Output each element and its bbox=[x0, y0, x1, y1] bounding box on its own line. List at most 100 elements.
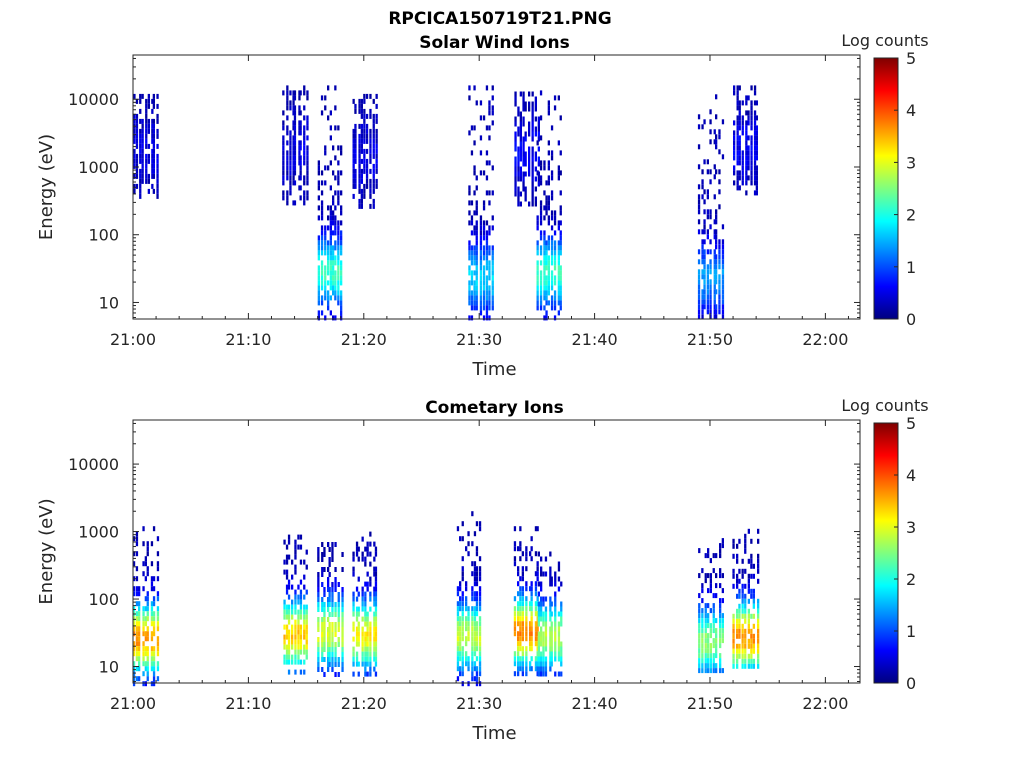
heatmap-cell bbox=[305, 639, 308, 645]
heatmap-cell bbox=[329, 210, 332, 216]
heatmap-cell bbox=[744, 633, 747, 639]
heatmap-cell bbox=[550, 125, 554, 131]
heatmap-cell bbox=[352, 646, 355, 652]
heatmap-cell bbox=[317, 275, 320, 281]
heatmap-cell bbox=[545, 195, 548, 201]
heatmap-cell bbox=[524, 196, 527, 202]
heatmap-cell bbox=[524, 101, 527, 107]
heatmap-cell bbox=[337, 642, 340, 647]
heatmap-cell bbox=[135, 173, 139, 179]
heatmap-cell bbox=[139, 143, 142, 149]
heatmap-cell bbox=[299, 599, 303, 605]
heatmap-cell bbox=[334, 225, 337, 231]
heatmap-cell bbox=[475, 245, 478, 251]
heatmap-cell bbox=[144, 651, 147, 657]
heatmap-cell bbox=[286, 125, 289, 131]
heatmap-cell bbox=[560, 671, 563, 677]
heatmap-cell bbox=[287, 539, 291, 545]
heatmap-cell bbox=[747, 573, 750, 579]
heatmap-cell bbox=[365, 168, 369, 174]
heatmap-cell bbox=[355, 551, 359, 557]
heatmap-cell bbox=[465, 626, 468, 632]
heatmap-cell bbox=[485, 245, 489, 251]
heatmap-cell bbox=[485, 190, 489, 196]
heatmap-cell bbox=[146, 671, 149, 677]
heatmap-cell bbox=[549, 606, 552, 612]
heatmap-cell bbox=[459, 581, 462, 587]
heatmap-cell bbox=[364, 616, 367, 622]
heatmap-cell bbox=[320, 275, 324, 281]
heatmap-cell bbox=[704, 618, 707, 624]
heatmap-cell bbox=[745, 135, 748, 141]
heatmap-cell bbox=[291, 654, 294, 660]
heatmap-cell bbox=[320, 250, 324, 256]
heatmap-cell bbox=[712, 643, 715, 649]
heatmap-cell bbox=[715, 668, 718, 674]
heatmap-cell bbox=[332, 270, 335, 276]
heatmap-cell bbox=[305, 624, 308, 630]
heatmap-cell bbox=[293, 200, 297, 206]
heatmap-cell bbox=[701, 249, 704, 255]
heatmap-cell bbox=[324, 145, 327, 151]
heatmap-cell bbox=[147, 158, 150, 164]
heatmap-cell bbox=[369, 193, 372, 199]
heatmap-cell bbox=[340, 250, 343, 256]
heatmap-cell bbox=[352, 168, 355, 174]
heatmap-cell bbox=[138, 676, 141, 682]
heatmap-cell bbox=[525, 666, 528, 672]
heatmap-cell bbox=[522, 186, 525, 192]
heatmap-cell bbox=[550, 190, 554, 196]
heatmap-cell bbox=[741, 633, 744, 639]
heatmap-cell bbox=[366, 551, 369, 557]
heatmap-cell bbox=[697, 249, 701, 255]
heatmap-cell bbox=[536, 305, 539, 311]
heatmap-cell bbox=[147, 98, 150, 104]
heatmap-cell bbox=[139, 153, 142, 159]
heatmap-cell bbox=[550, 170, 554, 176]
heatmap-cell bbox=[701, 663, 704, 669]
heatmap-cell bbox=[293, 145, 297, 151]
heatmap-cell bbox=[337, 145, 340, 151]
heatmap-cell bbox=[554, 651, 557, 657]
heatmap-cell bbox=[327, 652, 330, 657]
heatmap-cell bbox=[473, 646, 477, 652]
heatmap-cell bbox=[557, 651, 561, 657]
heatmap-cell bbox=[283, 659, 286, 665]
heatmap-cell bbox=[337, 582, 340, 587]
heatmap-cell bbox=[744, 658, 747, 664]
heatmap-cell bbox=[713, 269, 716, 275]
heatmap-cell bbox=[738, 175, 741, 181]
heatmap-cell bbox=[461, 626, 464, 632]
heatmap-cell bbox=[374, 651, 378, 657]
heatmap-cell bbox=[320, 235, 324, 241]
heatmap-cell bbox=[557, 586, 561, 592]
heatmap-cell bbox=[373, 656, 376, 662]
heatmap-cell bbox=[358, 148, 361, 154]
heatmap-cell bbox=[519, 631, 522, 637]
heatmap-cell bbox=[519, 621, 522, 627]
heatmap-cell bbox=[152, 676, 156, 682]
heatmap-cell bbox=[292, 170, 295, 176]
heatmap-cell bbox=[324, 95, 327, 101]
heatmap-cell bbox=[698, 613, 701, 619]
heatmap-cell bbox=[139, 193, 142, 199]
heatmap-cell bbox=[491, 270, 494, 276]
heatmap-cell bbox=[329, 295, 332, 301]
heatmap-cell bbox=[517, 606, 520, 612]
heatmap-cell bbox=[513, 541, 517, 547]
heatmap-cell bbox=[471, 641, 474, 647]
heatmap-cell bbox=[291, 559, 294, 565]
heatmap-cell bbox=[540, 636, 543, 642]
heatmap-cell bbox=[712, 663, 715, 669]
heatmap-cell bbox=[755, 180, 758, 186]
heatmap-cell bbox=[337, 195, 340, 201]
heatmap-cell bbox=[741, 175, 744, 181]
heatmap-cell bbox=[327, 602, 330, 607]
heatmap-cell bbox=[478, 646, 482, 652]
heatmap-cell bbox=[559, 170, 562, 176]
heatmap-cell bbox=[491, 245, 494, 251]
heatmap-cell bbox=[554, 626, 557, 632]
heatmap-cell bbox=[744, 643, 747, 649]
heatmap-cell bbox=[285, 624, 289, 630]
heatmap-cell bbox=[373, 641, 376, 647]
